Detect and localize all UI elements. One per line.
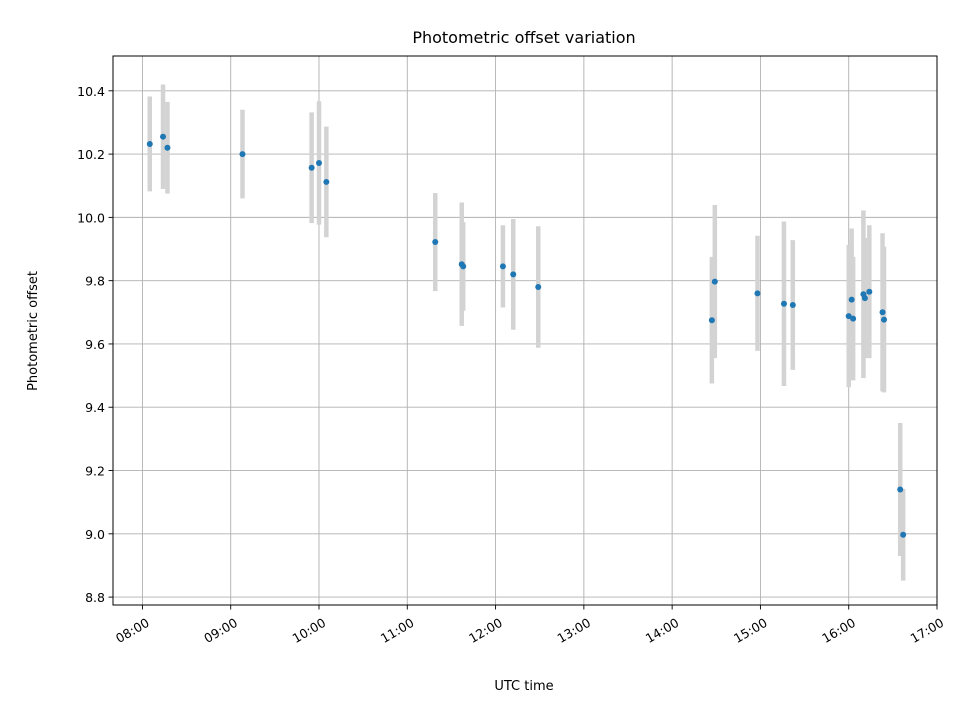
error-bars [147, 84, 906, 581]
x-tick-label: 16:00 [819, 615, 858, 646]
y-tick-label: 10.2 [77, 147, 105, 162]
x-tick-label: 08:00 [113, 615, 152, 646]
data-point [845, 313, 852, 320]
y-tick-label: 9.6 [85, 337, 105, 352]
data-point [510, 271, 517, 278]
data-point [789, 302, 796, 309]
x-tick-label: 09:00 [201, 615, 240, 646]
grid [113, 56, 938, 605]
y-axis-label: Photometric offset [26, 271, 41, 391]
data-point [432, 239, 439, 246]
data-point [460, 263, 467, 270]
data-point [146, 140, 153, 147]
x-axis-ticks: 08:00 09:00 10:00 11:00 12:00 13:00 14:00 15:00… [113, 605, 946, 646]
data-point [316, 159, 322, 166]
data-point [879, 309, 886, 316]
data-points [146, 133, 907, 538]
y-tick-label: 9.4 [85, 400, 105, 415]
y-tick-label: 9.0 [85, 527, 105, 542]
data-point [708, 317, 715, 324]
plot-frame [112, 55, 938, 606]
data-point [866, 288, 873, 295]
y-tick-label: 8.8 [85, 590, 105, 605]
y-tick-label: 9.2 [85, 464, 105, 479]
data-point [754, 290, 761, 297]
data-point [861, 295, 868, 302]
data-point [308, 164, 315, 171]
y-axis-ticks: 8.8 9.0 9.2 9.4 9.6 9.8 10.0 10.2 10.4 [77, 84, 113, 605]
data-point [164, 144, 171, 151]
x-axis-label: UTC time [494, 679, 553, 694]
data-point [499, 263, 506, 270]
chart-title: Photometric offset variation [412, 28, 635, 47]
y-tick-label: 9.8 [85, 274, 105, 289]
x-tick-label: 13:00 [554, 615, 593, 646]
data-point [780, 300, 787, 307]
data-point [535, 283, 542, 290]
data-point [881, 316, 888, 323]
x-tick-label: 11:00 [378, 615, 417, 646]
y-tick-label: 10.4 [77, 84, 105, 99]
data-point [323, 178, 330, 185]
x-tick-label: 14:00 [643, 615, 682, 646]
y-tick-label: 10.0 [77, 210, 105, 225]
data-point [900, 531, 907, 538]
data-point [850, 315, 857, 322]
data-point [848, 296, 855, 303]
data-point [239, 151, 246, 158]
x-tick-label: 10:00 [290, 615, 329, 646]
x-tick-label: 17:00 [908, 615, 947, 646]
x-tick-label: 12:00 [466, 615, 505, 646]
data-point [897, 486, 904, 493]
data-point [160, 133, 167, 140]
data-point [711, 278, 718, 285]
x-tick-label: 15:00 [731, 615, 770, 646]
